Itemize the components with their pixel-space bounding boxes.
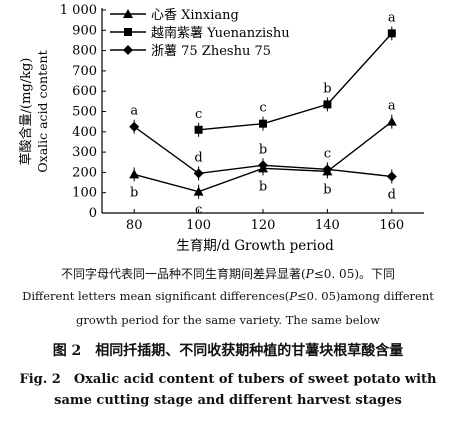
significance-letter: a	[388, 99, 396, 114]
data-point	[322, 164, 333, 175]
legend-label: 浙薯 75 Zheshu 75	[151, 44, 271, 59]
significance-letter: a	[388, 10, 396, 25]
data-point	[387, 29, 396, 38]
y-tick-label: 700	[72, 64, 97, 79]
y-tick-label: 200	[72, 165, 97, 180]
legend-marker	[123, 9, 133, 18]
legend-label: 越南紫薯 Yuenanzishu	[151, 25, 290, 41]
y-tick-label: 300	[72, 145, 97, 160]
note-en-p: P	[289, 289, 298, 303]
figure-title-english-line1: Fig. 2 Oxalic acid content of tubers of …	[19, 372, 437, 387]
series-3: a d b c d	[129, 104, 397, 202]
figure-title-english-line2: same cutting stage and different harvest…	[54, 393, 402, 408]
x-tick-label: 160	[379, 218, 404, 233]
y-tick-label: 1 000	[60, 3, 97, 18]
note-cn-text-2: ≤0. 05)。下同	[313, 267, 396, 281]
data-point	[323, 100, 332, 109]
note-english-line2: growth period for the same variety. The …	[75, 313, 381, 327]
x-axis-label: 生育期/d Growth period	[176, 238, 334, 254]
series-line	[198, 32, 393, 131]
legend-marker	[124, 28, 132, 36]
note-english-line1: Different letters mean significant diffe…	[0, 289, 456, 303]
significance-letter: a	[130, 104, 138, 119]
data-point	[193, 168, 204, 179]
data-point	[258, 160, 268, 171]
significance-letter: b	[323, 182, 331, 197]
data-point	[194, 125, 203, 134]
significance-letter: c	[195, 107, 202, 122]
y-axis-label-english: Oxalic acid content	[35, 50, 50, 172]
y-tick-label: 900	[72, 23, 97, 38]
data-point	[386, 116, 397, 126]
significance-letter: d	[194, 150, 202, 165]
line-chart: 0 100 200 300 400 500 600 700 800 900 1 000 80 100 12…	[18, 3, 424, 254]
significance-letter: c	[195, 203, 202, 218]
series-2: c c b a	[194, 10, 396, 137]
x-tick-label: 100	[186, 218, 211, 233]
y-axis-label-chinese: 草酸含量/(mg/kg)	[18, 58, 34, 166]
significance-letter: b	[130, 185, 138, 200]
significance-letter: b	[323, 81, 331, 96]
x-tick-label: 140	[315, 218, 340, 233]
data-point	[193, 186, 204, 196]
y-tick-label: 600	[72, 84, 97, 99]
legend: 心香 Xinxiang 越南紫薯 Yuenanzishu 浙薯 75 Zheshu …	[110, 8, 290, 59]
note-en-text-2: ≤0. 05)among different	[297, 289, 434, 303]
x-tick-label: 120	[251, 218, 276, 233]
figure-title-chinese: 图 2 相同扦插期、不同收获期种植的甘薯块根草酸含量	[52, 343, 404, 359]
legend-marker	[123, 45, 133, 55]
y-tick-label: 800	[72, 44, 97, 59]
y-tick-label: 400	[72, 125, 97, 140]
y-tick-label: 0	[89, 206, 97, 221]
x-tick-label: 80	[126, 218, 143, 233]
y-tick-label: 100	[72, 186, 97, 201]
data-point	[386, 171, 397, 182]
significance-letter: d	[388, 187, 396, 202]
axes: 0 100 200 300 400 500 600 700 800 900 1 000 80 100 12…	[18, 3, 424, 254]
note-cn-p: P	[305, 267, 314, 281]
y-tick-label: 500	[72, 105, 97, 120]
note-chinese: 不同字母代表同一品种不同生育期间差异显著(P≤0. 05)。下同	[0, 265, 456, 282]
series-layer: b c b b a c c b a a d b c d	[129, 10, 397, 218]
legend-label: 心香 Xinxiang	[151, 8, 239, 23]
significance-letter: c	[259, 101, 266, 116]
significance-letter: c	[324, 146, 331, 161]
note-cn-text-1: 不同字母代表同一品种不同生育期间差异显著(	[60, 267, 306, 281]
significance-letter: b	[259, 142, 267, 157]
data-point	[129, 121, 140, 132]
series-1: b c b b a	[129, 99, 397, 218]
data-point	[259, 119, 267, 128]
significance-letter: b	[259, 179, 267, 194]
note-en-text-1: Different letters mean significant diffe…	[22, 289, 290, 303]
data-point	[129, 169, 140, 179]
